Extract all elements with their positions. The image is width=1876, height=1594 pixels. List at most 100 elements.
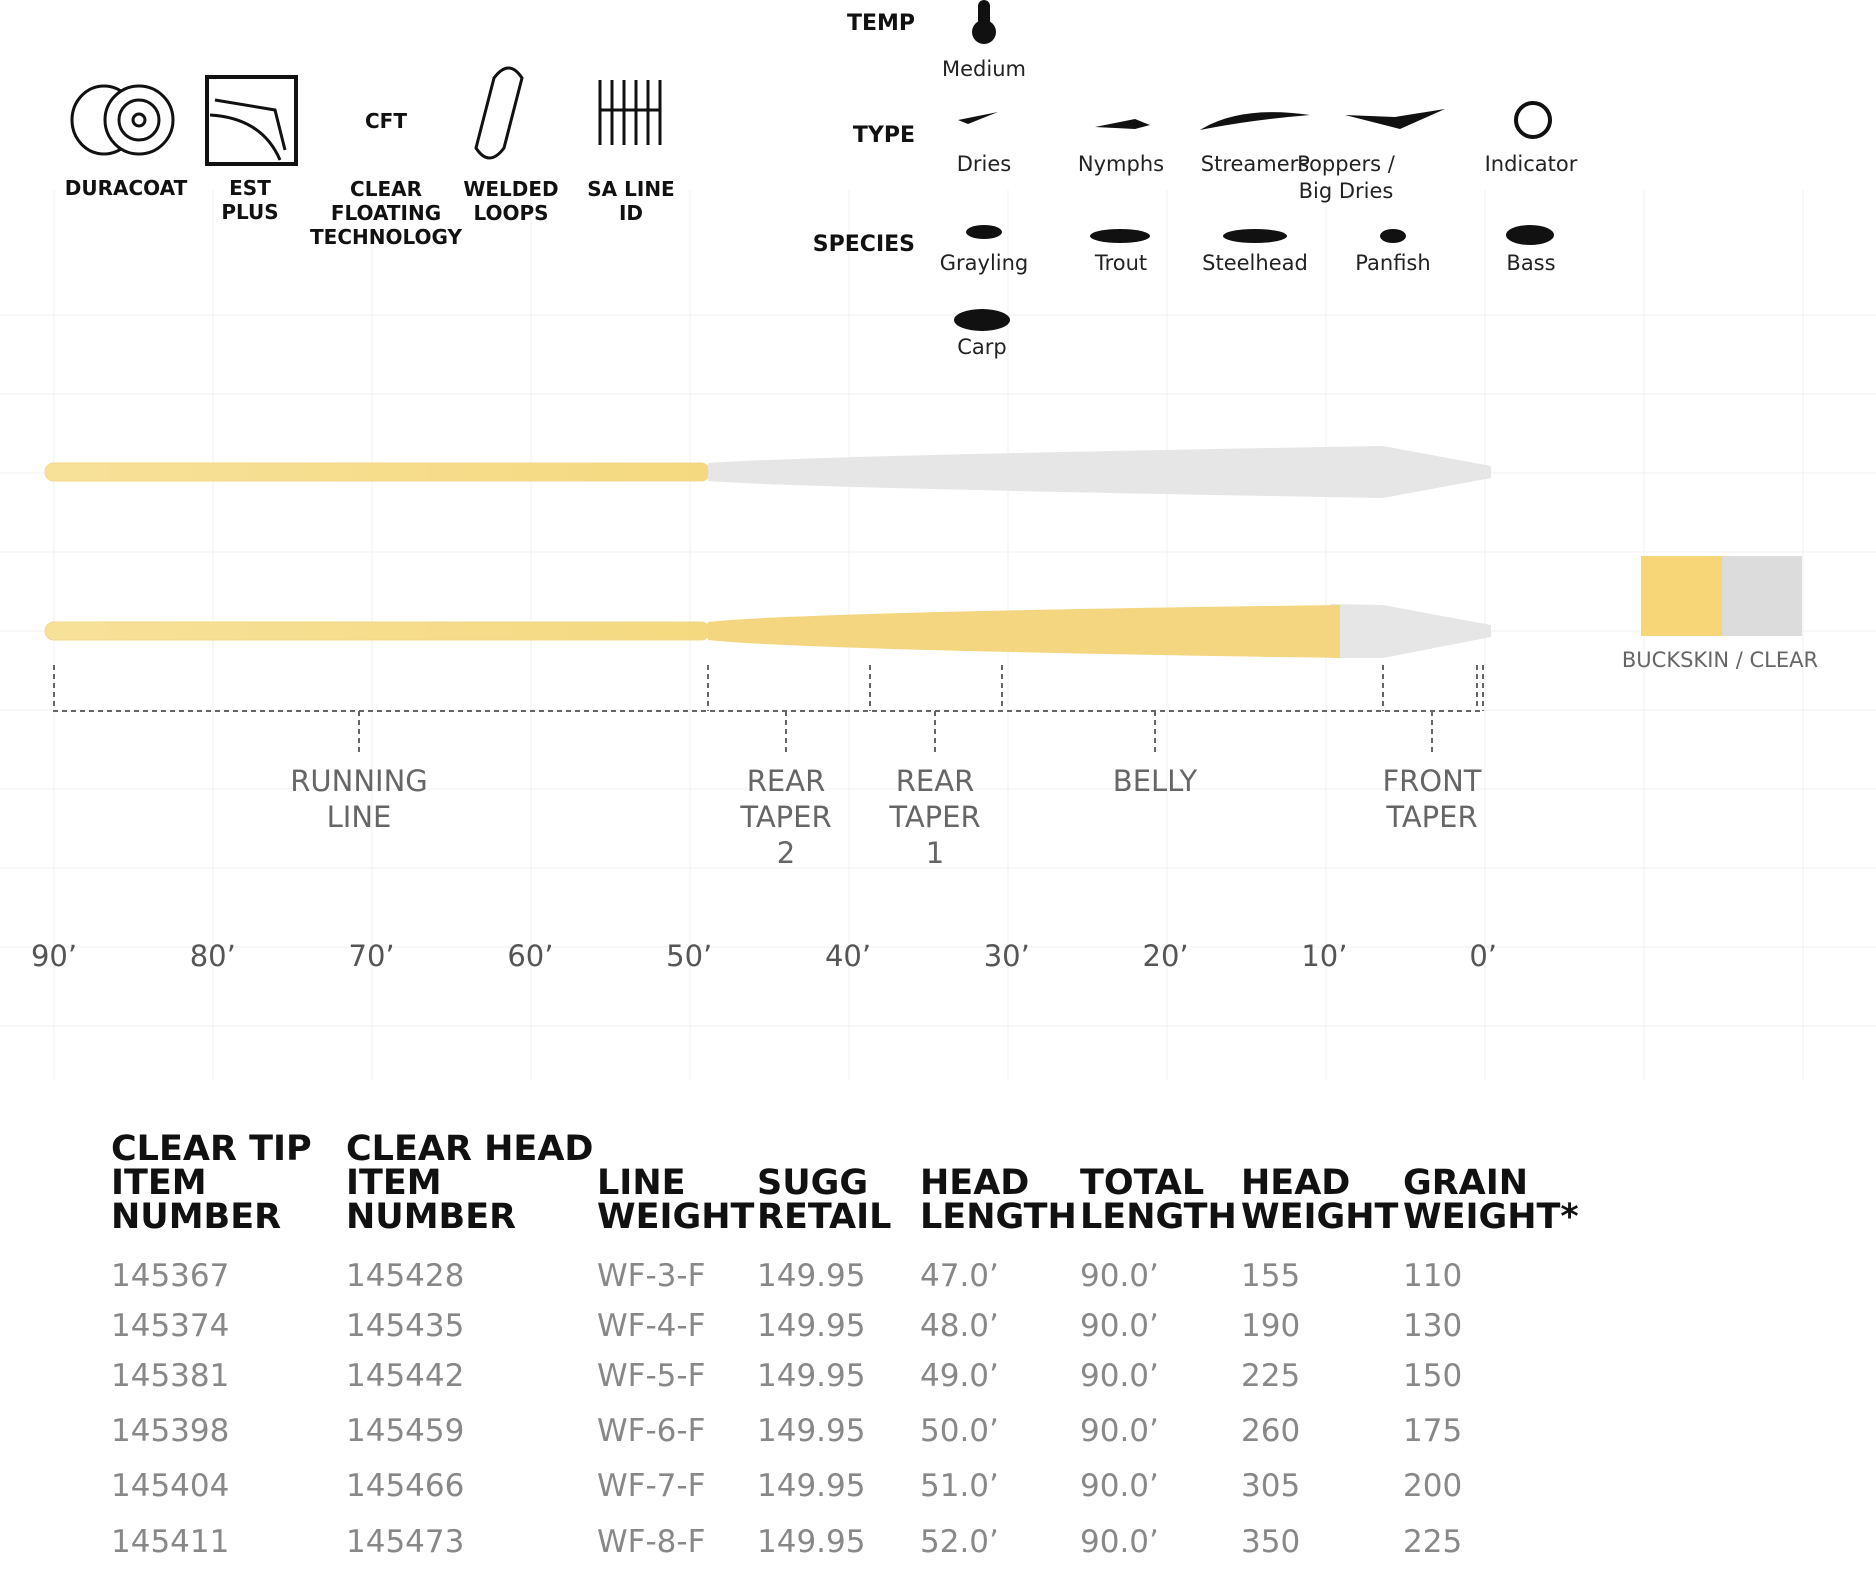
column-header: WEIGHT (597, 1197, 755, 1237)
table-cell: 225 (1241, 1358, 1300, 1394)
column-header: WEIGHT (1241, 1197, 1399, 1237)
table-cell: 130 (1403, 1308, 1462, 1344)
column-header: RETAIL (757, 1197, 891, 1237)
column-header: LINE (597, 1163, 686, 1203)
distance-label: 80’ (190, 939, 236, 973)
species-label: SPECIES (813, 232, 915, 257)
table-cell: 51.0’ (920, 1468, 999, 1504)
table-cell: 145442 (346, 1358, 464, 1394)
section-label: TAPER (888, 800, 980, 834)
table-cell: 90.0’ (1080, 1413, 1159, 1449)
distance-label: 60’ (507, 939, 553, 973)
section-label: TAPER (1385, 800, 1477, 834)
table-cell: 175 (1403, 1413, 1462, 1449)
distance-label: 0’ (1469, 939, 1497, 973)
table-cell: WF-5-F (597, 1358, 705, 1394)
feature-logo: CFT (365, 109, 407, 133)
fly-lines (44, 446, 1491, 658)
temp-value: Medium (942, 57, 1026, 81)
section-label: FRONT (1382, 764, 1481, 798)
section-label: REAR (747, 764, 825, 798)
table-cell: WF-4-F (597, 1308, 705, 1344)
column-header: ITEM (346, 1163, 442, 1203)
species-label: Panfish (1355, 251, 1430, 275)
column-header: NUMBER (346, 1197, 516, 1237)
column-header: HEAD (1241, 1163, 1350, 1203)
table-cell: WF-7-F (597, 1468, 705, 1504)
table-cell: 90.0’ (1080, 1358, 1159, 1394)
section-label: LINE (327, 800, 392, 834)
distance-label: 40’ (825, 939, 871, 973)
table-cell: 149.95 (757, 1308, 865, 1344)
table-cell: 149.95 (757, 1524, 865, 1560)
table-cell: 145404 (111, 1468, 229, 1504)
table-cell: 90.0’ (1080, 1308, 1159, 1344)
feature-label: WELDED (463, 177, 558, 201)
table-cell: 149.95 (757, 1258, 865, 1294)
table-cell: WF-3-F (597, 1258, 705, 1294)
distance-label: 50’ (666, 939, 712, 973)
column-header: SUGG (757, 1163, 868, 1203)
table-cell: 200 (1403, 1468, 1462, 1504)
table-cell: WF-6-F (597, 1413, 705, 1449)
section-label: TAPER (739, 800, 831, 834)
table-cell: 49.0’ (920, 1358, 999, 1394)
table-cell: 149.95 (757, 1468, 865, 1504)
feature-label: ID (619, 201, 643, 225)
color-label: BUCKSKIN / CLEAR (1622, 648, 1818, 672)
table-cell: 305 (1241, 1468, 1300, 1504)
feature-label: FLOATING (331, 201, 441, 225)
table-cell: 145435 (346, 1308, 464, 1344)
color-swatch (1722, 556, 1802, 636)
column-header: TOTAL (1080, 1163, 1204, 1203)
column-header: NUMBER (111, 1197, 281, 1237)
column-header: CLEAR HEAD (346, 1129, 593, 1169)
species-label: Trout (1094, 251, 1147, 275)
section-label: RUNNING (290, 764, 427, 798)
table-cell: 50.0’ (920, 1413, 999, 1449)
section-label: 1 (926, 836, 944, 870)
species-label: Carp (957, 335, 1007, 359)
type-label: Nymphs (1078, 152, 1164, 176)
section-label: 2 (777, 836, 795, 870)
table-cell: 48.0’ (920, 1308, 999, 1344)
type-label: Big Dries (1299, 179, 1394, 203)
feature-label: TECHNOLOGY (310, 225, 462, 249)
section-label: REAR (896, 764, 974, 798)
table-cell: 52.0’ (920, 1524, 999, 1560)
table-cell: 260 (1241, 1413, 1300, 1449)
feature-label: EST (229, 176, 271, 200)
table-cell: 90.0’ (1080, 1258, 1159, 1294)
table-cell: 145374 (111, 1308, 229, 1344)
temp-label: TEMP (847, 11, 915, 36)
distance-label: 30’ (984, 939, 1030, 973)
column-header: ITEM (111, 1163, 207, 1203)
column-header: GRAIN (1403, 1163, 1528, 1203)
distance-label: 70’ (349, 939, 395, 973)
table-cell: 145411 (111, 1524, 229, 1560)
column-header: CLEAR TIP (111, 1129, 312, 1169)
table-cell: 145473 (346, 1524, 464, 1560)
table-cell: 149.95 (757, 1358, 865, 1394)
column-header: WEIGHT* (1403, 1197, 1579, 1237)
table-cell: 350 (1241, 1524, 1300, 1560)
table-cell: 90.0’ (1080, 1468, 1159, 1504)
column-header: LENGTH (1080, 1197, 1237, 1237)
table-cell: 150 (1403, 1358, 1462, 1394)
column-header: HEAD (920, 1163, 1029, 1203)
column-header: LENGTH (920, 1197, 1077, 1237)
feature-icons (70, 66, 662, 166)
taper-brackets (53, 665, 1484, 756)
species-label: Bass (1506, 251, 1555, 275)
table-cell: WF-8-F (597, 1524, 705, 1560)
table-cell: 145428 (346, 1258, 464, 1294)
distance-label: 10’ (1301, 939, 1347, 973)
species-label: Steelhead (1202, 251, 1308, 275)
table-cell: 145459 (346, 1413, 464, 1449)
type-label: Indicator (1485, 152, 1578, 176)
table-cell: 145466 (346, 1468, 464, 1504)
section-label: BELLY (1113, 764, 1198, 798)
feature-label: PLUS (221, 200, 278, 224)
table-cell: 155 (1241, 1258, 1300, 1294)
